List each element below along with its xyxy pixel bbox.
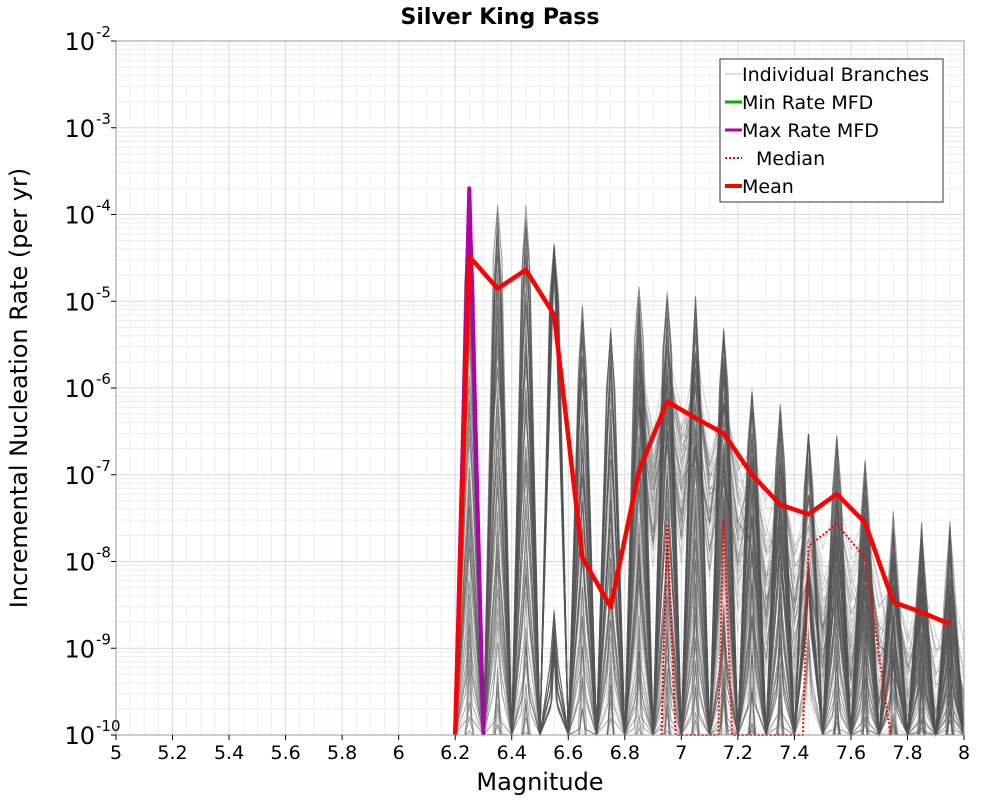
branch-line xyxy=(638,410,965,736)
branch-line xyxy=(638,350,965,736)
y-tick-base: 10 xyxy=(64,375,95,403)
series-lines xyxy=(452,186,951,736)
branch-line xyxy=(638,359,965,736)
branch-line xyxy=(638,403,965,736)
branch-line xyxy=(638,382,965,736)
branch-line xyxy=(638,346,965,736)
x-tick-label: 7.8 xyxy=(892,742,922,764)
series-mean xyxy=(452,254,951,736)
branch-line xyxy=(638,375,965,736)
branch-line xyxy=(638,371,965,732)
series-median xyxy=(660,519,892,736)
x-tick-label: 7 xyxy=(675,742,687,764)
legend-label: Mean xyxy=(742,176,794,198)
branch-line xyxy=(638,360,965,736)
x-axis-ticks: 5 5.2 5.4 5.6 5.8 6 6.2 6.4 6.6 6.8 7 7.2 7.4 7.6 7.8 8 xyxy=(110,735,970,764)
y-tick-exponent: -3 xyxy=(96,110,111,128)
legend-label: Min Rate MFD xyxy=(742,92,873,114)
branch-line xyxy=(638,356,965,736)
branch-line xyxy=(638,358,965,721)
x-tick-label: 6.8 xyxy=(610,742,640,764)
y-tick-base: 10 xyxy=(64,288,95,316)
x-tick-label: 6.6 xyxy=(553,742,583,764)
x-tick-label: 6.4 xyxy=(497,742,527,764)
y-tick-base: 10 xyxy=(64,635,95,663)
branch-line xyxy=(638,358,965,736)
x-tick-label: 6.2 xyxy=(440,742,470,764)
y-tick-base: 10 xyxy=(64,549,95,577)
x-tick-label: 5.4 xyxy=(214,742,244,764)
y-tick-exponent: -2 xyxy=(96,23,111,41)
legend-label: Max Rate MFD xyxy=(742,120,879,142)
y-tick-exponent: -8 xyxy=(96,544,111,562)
y-tick-label: 10 -6 xyxy=(64,370,111,403)
y-axis-label: Incremental Nucleation Rate (per yr) xyxy=(5,168,33,608)
chart-title: Silver King Pass xyxy=(401,5,600,30)
y-tick-label: 10 -9 xyxy=(64,630,111,663)
branch-line xyxy=(638,405,965,736)
x-tick-label: 5.6 xyxy=(270,742,300,764)
branch-line xyxy=(638,366,965,737)
branch-line xyxy=(638,365,965,737)
branch-line xyxy=(638,362,965,716)
branch-line xyxy=(638,381,965,736)
branch-line xyxy=(638,351,965,736)
legend-label: Median xyxy=(756,148,825,170)
branch-line xyxy=(638,368,965,736)
y-tick-label: 10 -2 xyxy=(64,23,111,56)
branch-line xyxy=(638,402,965,736)
y-tick-label: 10 -3 xyxy=(64,110,111,143)
y-tick-exponent: -5 xyxy=(96,283,111,301)
y-tick-base: 10 xyxy=(64,28,95,56)
branch-line xyxy=(638,381,965,736)
y-tick-label: 10 -7 xyxy=(64,457,111,490)
branch-line xyxy=(638,349,965,727)
branch-line xyxy=(638,356,965,736)
y-tick-base: 10 xyxy=(64,202,95,230)
y-tick-base: 10 xyxy=(64,722,95,750)
y-tick-exponent: -6 xyxy=(96,370,111,388)
y-tick-label: 10 -4 xyxy=(64,197,111,230)
branch-line xyxy=(638,384,965,727)
branch-line xyxy=(638,404,965,731)
branch-line xyxy=(638,386,965,736)
branch-line xyxy=(638,355,965,736)
x-tick-label: 7.6 xyxy=(836,742,866,764)
y-tick-exponent: -10 xyxy=(96,717,121,735)
branch-line xyxy=(638,354,965,736)
branch-line xyxy=(638,421,965,736)
y-tick-exponent: -9 xyxy=(96,630,111,648)
branch-line xyxy=(638,371,965,736)
legend-label: Individual Branches xyxy=(742,64,929,86)
y-tick-base: 10 xyxy=(64,462,95,490)
legend: Individual Branches Min Rate MFD Max Rate … xyxy=(719,58,944,203)
x-tick-label: 7.2 xyxy=(723,742,753,764)
x-tick-label: 5.2 xyxy=(157,742,187,764)
x-tick-label: 7.4 xyxy=(779,742,809,764)
y-tick-exponent: -7 xyxy=(96,457,111,475)
x-tick-label: 5.8 xyxy=(327,742,357,764)
branch-line xyxy=(638,374,965,726)
x-axis-label: Magnitude xyxy=(476,768,603,796)
branch-line xyxy=(638,405,965,736)
x-tick-label: 6 xyxy=(393,742,405,764)
y-tick-base: 10 xyxy=(64,115,95,143)
branch-line xyxy=(638,406,965,736)
branch-line xyxy=(638,370,965,736)
branch-line xyxy=(638,368,965,736)
y-tick-label: 10 -10 xyxy=(64,717,120,750)
branch-line xyxy=(638,358,965,736)
branch-line xyxy=(638,395,965,736)
branch-line xyxy=(638,386,965,736)
y-tick-exponent: -4 xyxy=(96,197,111,215)
x-tick-label: 8 xyxy=(958,742,970,764)
y-tick-label: 10 -5 xyxy=(64,283,111,316)
legend-box xyxy=(719,58,944,203)
y-tick-label: 10 -8 xyxy=(64,544,111,577)
x-tick-label: 5 xyxy=(110,742,122,764)
branch-line xyxy=(638,346,965,736)
